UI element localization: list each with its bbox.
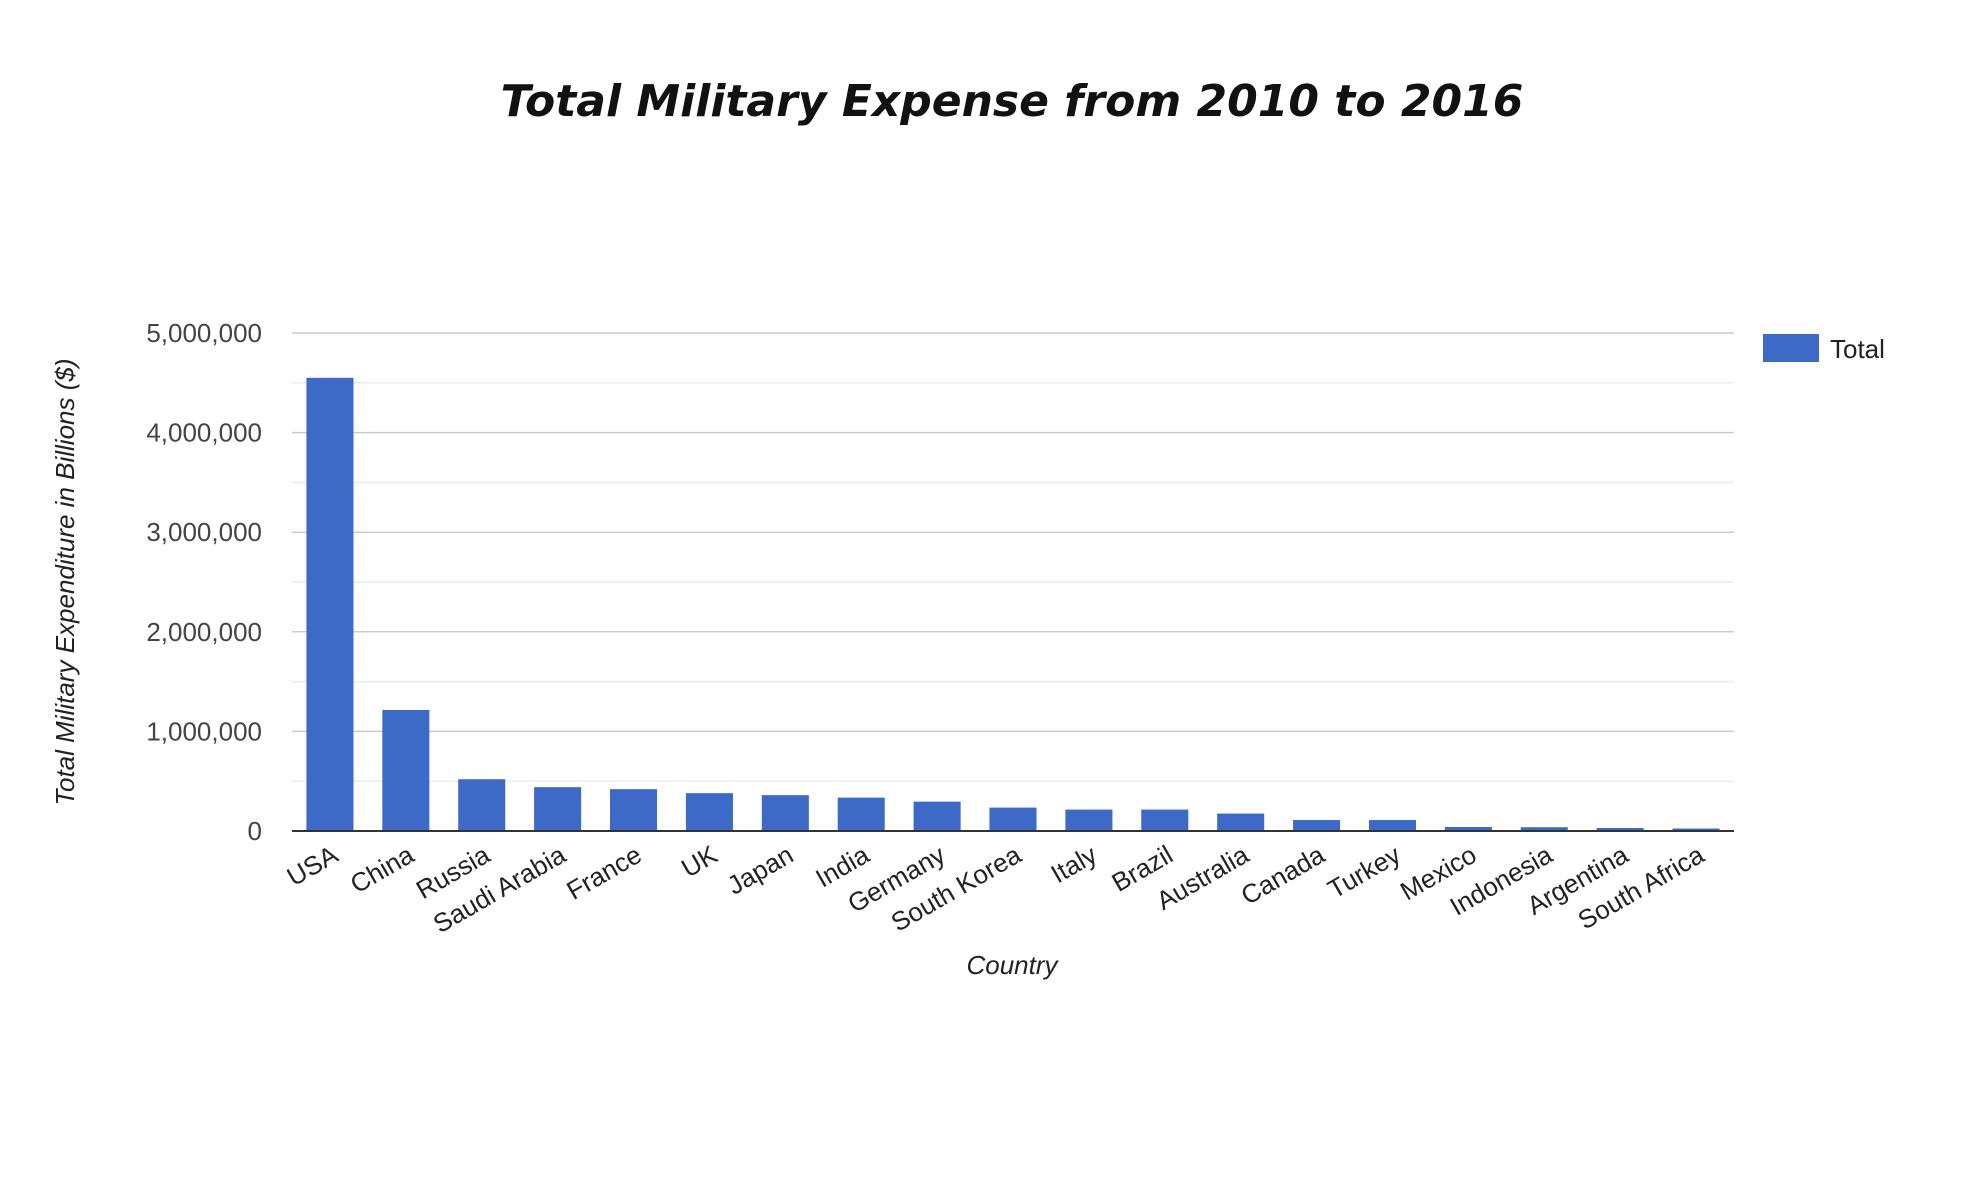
bar-australia	[1217, 813, 1265, 831]
bar-china	[382, 709, 430, 831]
bar-brazil	[1141, 809, 1189, 831]
legend-swatch-total	[1763, 334, 1819, 362]
gridlines	[292, 332, 1734, 782]
y-axis-title: Total Military Expenditure in Billions (…	[50, 358, 80, 805]
y-axis-tick-labels: 0 1,000,000 2,000,000 3,000,000 4,000,000 5,0…	[146, 318, 262, 846]
y-tick-label: 5,000,000	[146, 318, 262, 348]
x-tick-label: USA	[282, 839, 344, 892]
y-tick-label: 0	[248, 816, 262, 846]
x-tick-label: Turkey	[1322, 839, 1405, 904]
bar-italy	[1065, 809, 1113, 831]
bar-germany	[913, 801, 961, 831]
bar-canada	[1293, 820, 1341, 831]
x-tick-label: China	[345, 839, 419, 899]
bar-uk	[685, 793, 733, 831]
bar-usa	[306, 377, 354, 831]
bars	[306, 377, 1720, 831]
bar-turkey	[1368, 820, 1417, 831]
bar-mexico	[1444, 827, 1492, 831]
bar-india	[837, 797, 885, 831]
x-tick-label: Italy	[1046, 839, 1102, 889]
bar-south-korea	[989, 807, 1037, 831]
chart-title: Total Military Expense from 2010 to 2016	[501, 76, 1524, 127]
bar-argentina	[1596, 828, 1644, 831]
x-tick-label: Japan	[722, 839, 798, 900]
x-axis-title: Country	[966, 950, 1059, 980]
x-tick-label: UK	[676, 839, 723, 883]
x-tick-label: France	[561, 839, 646, 905]
bar-russia	[458, 779, 506, 831]
y-tick-label: 1,000,000	[146, 716, 262, 746]
legend: Total	[1763, 334, 1885, 364]
bar-japan	[761, 795, 809, 831]
y-tick-label: 2,000,000	[146, 617, 262, 647]
x-tick-label: Canada	[1236, 839, 1330, 911]
y-tick-label: 3,000,000	[146, 517, 262, 547]
bar-indonesia	[1520, 827, 1568, 831]
bar-france	[609, 789, 658, 831]
bar-saudi-arabia	[534, 787, 582, 831]
legend-label-total: Total	[1830, 334, 1885, 364]
bar-south-africa	[1672, 828, 1720, 831]
y-tick-label: 4,000,000	[146, 418, 262, 448]
